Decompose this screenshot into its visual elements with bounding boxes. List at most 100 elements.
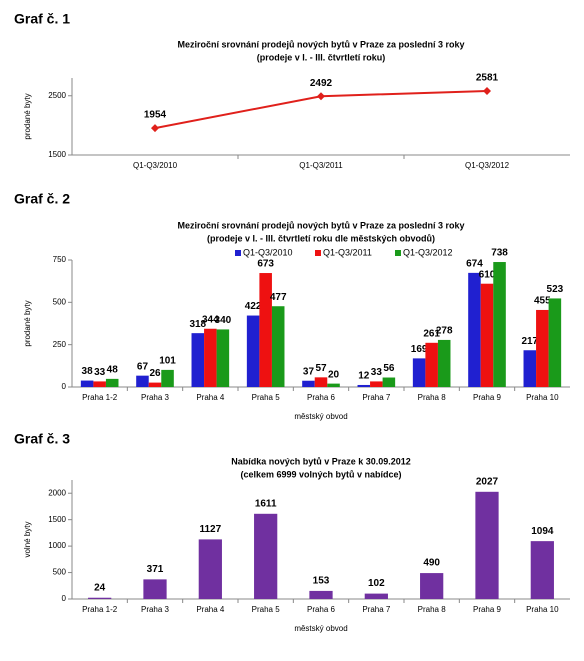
x-tick-label: Q1-Q3/2011 bbox=[299, 161, 343, 170]
data-label: 340 bbox=[215, 315, 232, 326]
bar bbox=[437, 339, 451, 387]
data-label: 169 bbox=[411, 344, 428, 355]
data-label: 57 bbox=[315, 363, 327, 374]
bar bbox=[93, 381, 106, 387]
data-label: 26 bbox=[149, 368, 161, 379]
data-label: 610 bbox=[479, 269, 496, 280]
bar bbox=[536, 309, 549, 387]
y-tick-label: 500 bbox=[53, 568, 67, 577]
data-label: 67 bbox=[137, 361, 149, 372]
legend-label: Q1-Q3/2011 bbox=[323, 247, 372, 257]
heading: Graf č. 1 bbox=[14, 11, 70, 27]
data-label: 37 bbox=[303, 366, 315, 377]
chart-subtitle: (prodeje v I. - III. čtvrtletí roku) bbox=[257, 52, 386, 62]
x-axis-label: městský obvod bbox=[294, 412, 347, 421]
x-tick-label: Praha 9 bbox=[473, 393, 502, 402]
x-tick-label: Praha 7 bbox=[362, 605, 391, 614]
data-label: 1094 bbox=[531, 526, 554, 537]
chart-subtitle: (prodeje v I. - III. čtvrtletí roku dle … bbox=[207, 233, 435, 243]
bar bbox=[327, 383, 340, 387]
data-label: 344 bbox=[202, 314, 219, 325]
legend-swatch bbox=[395, 250, 401, 256]
legend-swatch bbox=[315, 250, 321, 256]
bar bbox=[198, 539, 222, 599]
marker bbox=[151, 124, 159, 133]
y-tick-label: 2000 bbox=[48, 488, 66, 497]
y-axis-label: prodané byty bbox=[23, 300, 32, 346]
bar bbox=[314, 377, 328, 387]
bar bbox=[80, 380, 94, 387]
bar bbox=[191, 333, 205, 387]
bar bbox=[216, 329, 230, 387]
y-tick-label: 1000 bbox=[48, 541, 66, 550]
data-label: 102 bbox=[368, 578, 385, 589]
bar bbox=[480, 283, 494, 387]
bar bbox=[425, 342, 438, 387]
y-tick-label: 500 bbox=[53, 297, 67, 306]
chart-title: Meziroční srovnání prodejů nových bytů v… bbox=[177, 39, 464, 49]
bar bbox=[475, 491, 499, 599]
bar bbox=[161, 369, 174, 387]
chart-subtitle: (celkem 6999 volných bytů v nabídce) bbox=[240, 469, 401, 479]
data-label: 261 bbox=[423, 328, 440, 339]
data-label: 2027 bbox=[476, 476, 499, 487]
bar bbox=[105, 378, 119, 387]
heading: Graf č. 3 bbox=[14, 431, 70, 447]
data-label: 371 bbox=[147, 564, 164, 575]
bar bbox=[370, 381, 383, 387]
x-tick-label: Praha 5 bbox=[252, 393, 281, 402]
data-label: 738 bbox=[491, 248, 508, 259]
marker bbox=[483, 86, 491, 95]
x-tick-label: Praha 6 bbox=[307, 605, 336, 614]
data-label: 278 bbox=[436, 326, 453, 337]
chart-title: Nabídka nových bytů v Praze k 30.09.2012 bbox=[231, 456, 411, 466]
y-tick-label: 1500 bbox=[48, 150, 66, 159]
bar bbox=[420, 573, 444, 599]
bar bbox=[382, 377, 396, 387]
y-axis-label: prodané byty bbox=[23, 93, 32, 139]
y-tick-label: 0 bbox=[62, 594, 67, 603]
x-tick-label: Praha 8 bbox=[418, 393, 447, 402]
chart-title: Meziroční srovnání prodejů nových bytů v… bbox=[177, 220, 464, 230]
y-tick-label: 2500 bbox=[48, 91, 66, 100]
bar bbox=[143, 579, 167, 599]
data-label: 1954 bbox=[144, 110, 167, 121]
x-tick-label: Praha 4 bbox=[196, 393, 225, 402]
y-tick-label: 750 bbox=[53, 255, 67, 264]
bar bbox=[548, 298, 562, 387]
x-tick-label: Praha 1-2 bbox=[82, 393, 118, 402]
data-label: 477 bbox=[270, 292, 287, 303]
data-label: 674 bbox=[466, 259, 483, 270]
legend-label: Q1-Q3/2010 bbox=[243, 247, 293, 257]
data-label: 1611 bbox=[255, 498, 277, 509]
y-tick-label: 0 bbox=[62, 382, 67, 391]
data-label: 48 bbox=[107, 365, 119, 376]
data-label: 33 bbox=[94, 367, 106, 378]
data-label: 422 bbox=[245, 301, 262, 312]
data-label: 56 bbox=[383, 363, 395, 374]
data-label: 20 bbox=[328, 369, 340, 380]
data-label: 455 bbox=[534, 296, 551, 307]
data-label: 153 bbox=[313, 576, 330, 587]
bar bbox=[259, 273, 272, 387]
x-tick-label: Praha 6 bbox=[307, 393, 336, 402]
bar bbox=[148, 382, 162, 387]
bar bbox=[88, 597, 112, 599]
data-label: 24 bbox=[94, 582, 106, 593]
bar bbox=[523, 350, 537, 387]
y-axis-label: volné byty bbox=[23, 521, 32, 557]
x-tick-label: Praha 5 bbox=[252, 605, 281, 614]
x-axis-label: městský obvod bbox=[294, 624, 347, 633]
data-label: 490 bbox=[423, 558, 440, 569]
x-tick-label: Q1-Q3/2012 bbox=[465, 161, 510, 170]
x-tick-label: Praha 7 bbox=[362, 393, 391, 402]
bar bbox=[254, 513, 278, 599]
x-tick-label: Q1-Q3/2010 bbox=[133, 161, 178, 170]
data-label: 2492 bbox=[310, 78, 333, 89]
data-label: 673 bbox=[257, 259, 274, 270]
x-tick-label: Praha 10 bbox=[526, 393, 559, 402]
heading: Graf č. 2 bbox=[14, 191, 70, 207]
bar bbox=[530, 541, 554, 599]
legend-swatch bbox=[235, 250, 241, 256]
